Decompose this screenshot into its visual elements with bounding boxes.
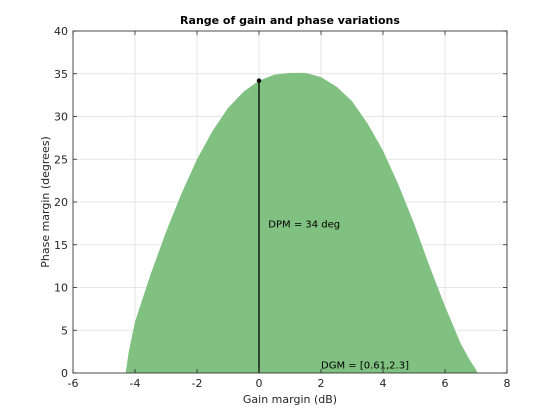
tick-labels: -6 -4 -2 0 2 4 6 8 0 5 10 15 20 25 30 35 40 xyxy=(54,25,511,390)
y-tick-label: 40 xyxy=(54,25,68,38)
dpm-annotation: DPM = 34 deg xyxy=(268,219,340,230)
ticks xyxy=(72,30,508,374)
y-axis-label: Phase margin (degrees) xyxy=(39,136,52,268)
x-tick-label: 2 xyxy=(318,377,325,390)
y-tick-label: 15 xyxy=(54,239,68,252)
dpm-marker xyxy=(256,78,262,83)
dgm-annotation: DGM = [0.61,2.3] xyxy=(321,360,409,371)
chart-title: Range of gain and phase variations xyxy=(180,14,400,27)
y-tick-label: 10 xyxy=(54,282,68,295)
y-tick-label: 5 xyxy=(61,324,68,337)
x-tick-label: 6 xyxy=(442,377,449,390)
x-tick-label: 8 xyxy=(504,377,511,390)
y-tick-label: 30 xyxy=(54,111,68,124)
x-tick-label: -4 xyxy=(130,377,141,390)
y-tick-label: 20 xyxy=(54,196,68,209)
x-tick-label: -6 xyxy=(68,377,79,390)
margin-region-area xyxy=(125,72,478,373)
x-tick-label: 0 xyxy=(256,377,263,390)
y-tick-label: 25 xyxy=(54,153,68,166)
x-tick-label: -2 xyxy=(192,377,203,390)
y-tick-label: 0 xyxy=(61,367,68,380)
x-axis-label: Gain margin (dB) xyxy=(243,393,337,406)
y-tick-label: 35 xyxy=(54,68,68,81)
x-tick-label: 4 xyxy=(380,377,387,390)
